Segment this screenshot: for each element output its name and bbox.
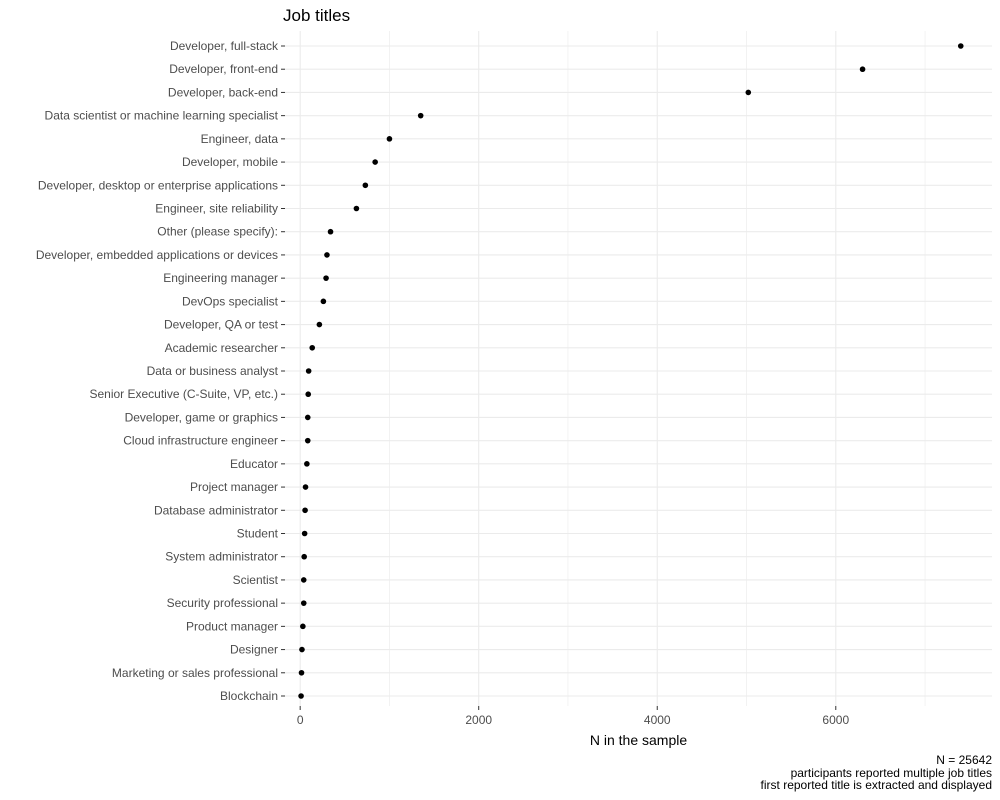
- x-tick-label: 0: [297, 713, 304, 727]
- data-point: [320, 298, 327, 305]
- data-points: [298, 43, 964, 699]
- data-point: [298, 669, 305, 676]
- y-tick-label: Senior Executive (C-Suite, VP, etc.): [89, 387, 278, 401]
- y-tick-label: Developer, back-end: [168, 85, 278, 99]
- data-point: [302, 484, 309, 490]
- y-tick-label: Designer: [230, 643, 278, 657]
- plot-background: [285, 31, 992, 706]
- data-point: [362, 182, 369, 189]
- x-axis: 0 2000 4000 6000: [297, 706, 849, 727]
- y-tick-label: Blockchain: [220, 689, 278, 703]
- y-tick-label: Educator: [230, 457, 278, 471]
- major-gridlines: [285, 31, 992, 706]
- data-point: [372, 159, 378, 165]
- chart-title: Job titles: [283, 6, 351, 25]
- x-axis-label: N in the sample: [589, 732, 688, 748]
- data-point: [957, 43, 964, 49]
- y-tick-label: Scientist: [233, 573, 279, 587]
- y-tick-label: Cloud infrastructure engineer: [123, 434, 278, 448]
- data-point: [300, 623, 306, 630]
- y-axis: Developer, full-stack Developer, front-en…: [36, 39, 285, 703]
- data-point: [316, 321, 323, 328]
- data-point: [305, 368, 312, 374]
- y-tick-label: Developer, embedded applications or devi…: [36, 248, 278, 262]
- data-point: [300, 577, 307, 583]
- y-tick-label: Marketing or sales professional: [112, 666, 278, 680]
- data-point: [304, 414, 311, 421]
- y-tick-label: Engineering manager: [163, 271, 278, 285]
- y-tick-label: Developer, front-end: [169, 62, 278, 76]
- y-tick-label: Developer, desktop or enterprise applica…: [38, 178, 278, 192]
- y-tick-label: Engineer, site reliability: [155, 202, 278, 216]
- data-point: [309, 344, 316, 351]
- y-tick-label: Data scientist or machine learning speci…: [45, 109, 279, 123]
- caption-line: participants reported multiple job title…: [790, 765, 992, 780]
- data-point: [300, 600, 307, 606]
- y-tick-label: Academic researcher: [165, 341, 278, 355]
- data-point: [386, 136, 393, 142]
- y-tick-label: System administrator: [165, 550, 278, 564]
- data-point: [304, 461, 310, 467]
- y-tick-label: Security professional: [167, 596, 278, 610]
- data-point: [301, 553, 307, 560]
- caption-line: first reported title is extracted and di…: [760, 778, 992, 792]
- data-point: [301, 530, 308, 537]
- y-tick-label: Database administrator: [154, 503, 278, 517]
- chart-caption: N = 25642 participants reported multiple…: [761, 754, 992, 792]
- data-point: [324, 252, 330, 258]
- y-tick-label: Project manager: [190, 480, 278, 494]
- y-tick-label: Data or business analyst: [147, 364, 279, 378]
- data-point: [298, 693, 304, 699]
- y-tick-label: Developer, full-stack: [170, 39, 279, 53]
- data-point: [305, 391, 312, 398]
- y-tick-label: Product manager: [186, 619, 278, 633]
- y-tick-label: Developer, game or graphics: [125, 410, 278, 424]
- data-point: [323, 275, 329, 281]
- x-tick-label: 6000: [822, 713, 849, 727]
- data-point: [302, 507, 308, 514]
- data-point: [417, 112, 424, 119]
- y-tick-label: DevOps specialist: [182, 294, 279, 308]
- data-point: [745, 89, 752, 96]
- y-tick-label: Student: [237, 527, 279, 541]
- y-tick-label: Developer, QA or test: [164, 318, 279, 332]
- data-point: [304, 437, 311, 444]
- x-tick-label: 2000: [465, 713, 492, 727]
- y-tick-label: Other (please specify):: [157, 225, 278, 239]
- data-point: [859, 66, 866, 73]
- data-point: [327, 228, 334, 235]
- minor-gridlines: [389, 31, 926, 706]
- caption-line: N = 25642: [936, 753, 992, 767]
- data-point: [353, 205, 360, 212]
- x-tick-label: 4000: [644, 713, 671, 727]
- y-tick-label: Engineer, data: [201, 132, 279, 146]
- data-point: [299, 646, 305, 653]
- y-tick-label: Developer, mobile: [182, 155, 278, 169]
